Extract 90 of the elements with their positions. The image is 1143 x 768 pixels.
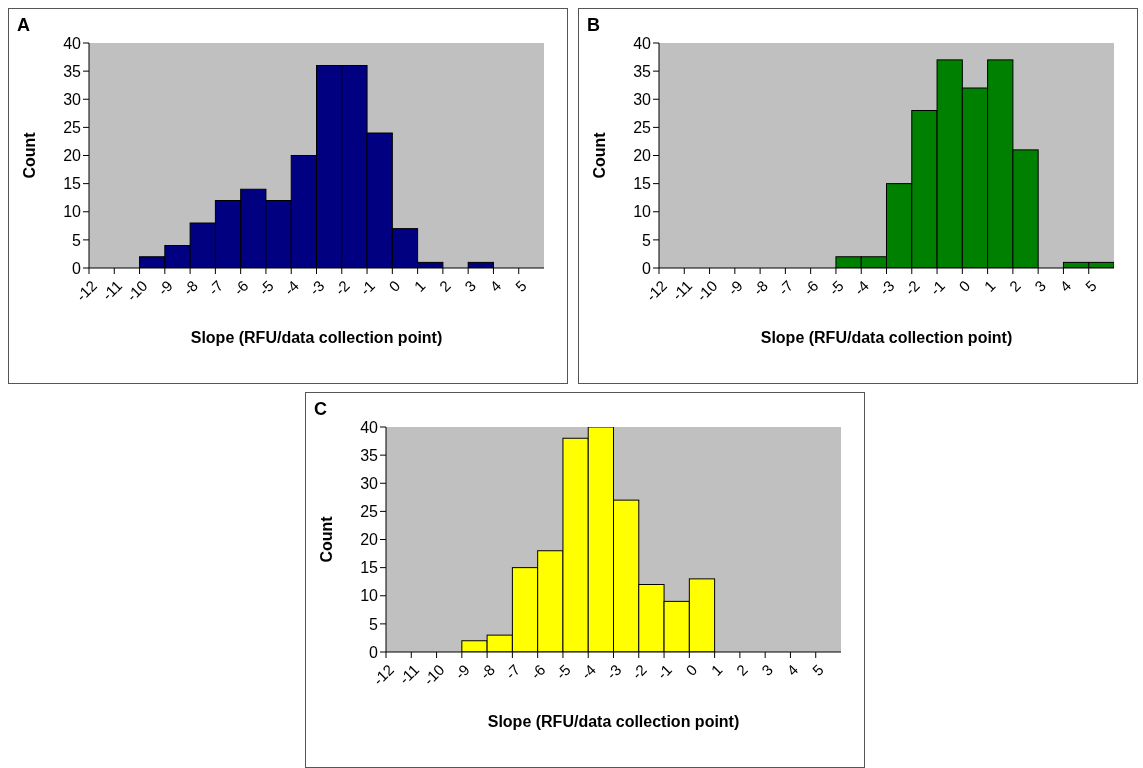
y-tick-label: 35 (360, 446, 379, 464)
x-axis-title: Slope (RFU/data collection point) (487, 713, 740, 730)
x-tick-label: 5 (808, 660, 827, 679)
y-tick-label: 5 (369, 615, 379, 633)
y-tick-label: 20 (63, 147, 82, 165)
y-tick-label: 25 (360, 503, 379, 521)
chart-title: C (314, 399, 327, 420)
y-tick-label: 40 (360, 418, 379, 436)
x-tick-label: 2 (732, 660, 751, 679)
y-tick-label: 5 (642, 231, 652, 249)
x-tick-label: -9 (451, 660, 473, 683)
x-tick-label: -2 (331, 276, 353, 299)
y-axis-title: Count (317, 515, 335, 563)
x-tick-label: -1 (356, 276, 378, 299)
x-tick-label: -10 (693, 276, 721, 305)
y-tick-label: 10 (360, 587, 379, 605)
x-tick-label: 5 (511, 276, 530, 295)
x-tick-label: -11 (668, 276, 696, 304)
x-tick-label: -9 (154, 276, 176, 299)
y-tick-label: 30 (360, 474, 379, 492)
x-tick-label: 0 (385, 276, 404, 295)
x-tick-label: 0 (682, 660, 701, 679)
x-tick-label: -2 (901, 276, 923, 299)
x-tick-label: -11 (395, 660, 423, 688)
x-tick-label: -6 (527, 660, 549, 683)
y-tick-label: 40 (633, 34, 652, 52)
x-axis-title: Slope (RFU/data collection point) (760, 329, 1013, 346)
y-tick-label: 0 (72, 259, 82, 277)
x-tick-label: -8 (749, 276, 772, 299)
x-tick-label: 5 (1081, 276, 1100, 295)
x-tick-label: -7 (501, 660, 524, 683)
x-tick-label: -12 (642, 276, 670, 305)
x-tick-label: -4 (280, 276, 303, 299)
chart-title: B (587, 15, 600, 36)
y-tick-label: 10 (633, 203, 652, 221)
x-tick-label: -3 (875, 276, 898, 299)
x-tick-label: 2 (435, 276, 454, 295)
y-tick-label: 15 (633, 175, 652, 193)
x-tick-label: -4 (850, 276, 873, 299)
y-tick-label: 30 (633, 90, 652, 108)
x-tick-label: -10 (123, 276, 151, 305)
x-tick-label: -5 (552, 660, 574, 683)
x-tick-label: -1 (653, 660, 675, 683)
x-tick-label: 1 (980, 276, 999, 295)
x-tick-label: -12 (72, 276, 100, 305)
x-tick-label: -10 (420, 660, 448, 689)
x-tick-label: 2 (1005, 276, 1024, 295)
x-tick-label: -7 (774, 276, 797, 299)
x-tick-label: -7 (204, 276, 227, 299)
y-tick-label: 35 (633, 62, 652, 80)
x-tick-label: -6 (230, 276, 252, 299)
x-tick-label: -5 (825, 276, 847, 299)
y-tick-label: 30 (63, 90, 82, 108)
x-tick-label: -3 (305, 276, 328, 299)
x-tick-label: 3 (461, 276, 480, 295)
y-tick-label: 20 (360, 531, 379, 549)
y-axis-title: Count (590, 131, 608, 179)
x-tick-label: -2 (628, 660, 650, 683)
y-axis-title: Count (20, 131, 38, 179)
x-tick-label: -9 (724, 276, 746, 299)
x-axis-title: Slope (RFU/data collection point) (190, 329, 443, 346)
x-tick-label: -8 (476, 660, 499, 683)
y-tick-label: 25 (633, 119, 652, 137)
x-tick-label: -5 (255, 276, 277, 299)
x-tick-label: 4 (486, 276, 505, 295)
y-tick-label: 35 (63, 62, 82, 80)
chart-title: A (17, 15, 30, 36)
y-tick-label: 0 (642, 259, 652, 277)
y-tick-label: 25 (63, 119, 82, 137)
x-tick-label: 3 (1031, 276, 1050, 295)
x-tick-label: 3 (758, 660, 777, 679)
x-tick-label: -6 (800, 276, 822, 299)
x-tick-label: -8 (179, 276, 202, 299)
y-tick-label: 5 (72, 231, 82, 249)
y-tick-label: 15 (360, 559, 379, 577)
y-tick-label: 40 (63, 34, 82, 52)
x-tick-label: 4 (1056, 276, 1075, 295)
x-tick-label: -11 (98, 276, 126, 304)
y-tick-label: 20 (633, 147, 652, 165)
y-tick-label: 15 (63, 175, 82, 193)
x-tick-label: 1 (707, 660, 726, 679)
x-tick-label: 4 (783, 660, 802, 679)
x-tick-label: -3 (602, 660, 625, 683)
x-tick-label: 0 (955, 276, 974, 295)
y-tick-label: 10 (63, 203, 82, 221)
x-tick-label: -4 (577, 660, 600, 683)
y-tick-label: 0 (369, 643, 379, 661)
x-tick-label: -12 (369, 660, 397, 689)
x-tick-label: -1 (926, 276, 948, 299)
x-tick-label: 1 (410, 276, 429, 295)
